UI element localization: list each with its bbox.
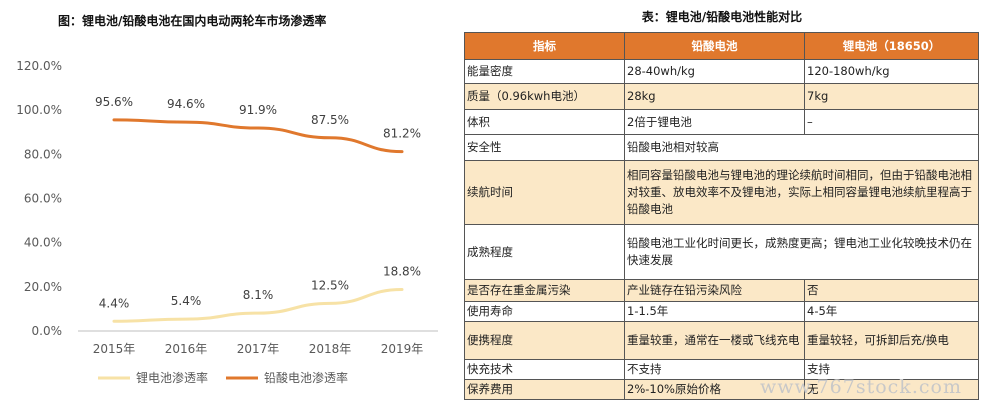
data-label: 18.8% — [383, 264, 421, 278]
row-label: 质量（0.96kwh电池） — [464, 83, 625, 110]
chart-title: 图：锂电池/铅酸电池在国内电动两轮车市场渗透率 — [58, 14, 327, 28]
lead-acid-cell: 28-40wh/kg — [624, 59, 805, 84]
y-tick-label: 80.0% — [24, 147, 62, 161]
lead-acid-cell: 不支持 — [624, 359, 805, 380]
table-row: 成熟程度 铅酸电池工业化时间更长，成熟度更高；锂电池工业化较晚技术仍在快速发展 — [464, 224, 979, 280]
series-line-lithium — [112, 287, 404, 323]
watermark: www.767stock.com — [760, 376, 962, 398]
lithium-cell: – — [804, 109, 979, 135]
merged-cell: 相同容量铅酸电池与锂电池的理论续航时间相同，但由于铅酸电池相对较重、放电效率不及… — [624, 160, 979, 225]
row-label: 便携程度 — [464, 321, 625, 360]
legend-label-lithium: 锂电池渗透率 — [136, 370, 208, 385]
y-tick-label: 20.0% — [24, 280, 62, 294]
penetration-line-chart: 0.0% 20.0% 40.0% 60.0% 80.0% 100.0% 120.0% 2015… — [16, 59, 438, 385]
x-tick-label: 2015年 — [93, 342, 136, 356]
row-label: 体积 — [464, 109, 625, 135]
row-label: 快充技术 — [464, 359, 625, 380]
chart-panel: 图：锂电池/铅酸电池在国内电动两轮车市场渗透率 0.0% 20.0% 40.0% 60… — [0, 0, 452, 419]
merged-cell: 铅酸电池相对较高 — [624, 134, 979, 161]
merged-cell: 铅酸电池工业化时间更长，成熟度更高；锂电池工业化较晚技术仍在快速发展 — [624, 224, 979, 280]
header-lithium: 锂电池（18650） — [804, 32, 979, 60]
lithium-cell: 重量较轻，可拆卸后充/换电 — [804, 321, 979, 360]
row-label: 续航时间 — [464, 160, 625, 225]
data-label: 91.9% — [239, 103, 277, 117]
table-title: 表：锂电池/铅酸电池性能对比 — [641, 10, 803, 24]
x-tick-label: 2018年 — [309, 342, 352, 356]
table-row: 是否存在重金属污染 产业链存在铅污染风险 否 — [464, 279, 979, 302]
y-tick-label: 100.0% — [16, 103, 62, 117]
row-label: 保养费用 — [464, 379, 625, 400]
legend-label-lead-acid: 铅酸电池渗透率 — [264, 370, 348, 385]
table-row: 续航时间 相同容量铅酸电池与锂电池的理论续航时间相同，但由于铅酸电池相对较重、放… — [464, 160, 979, 225]
lithium-cell: 4-5年 — [804, 301, 979, 322]
table-header-row: 指标 铅酸电池 锂电池（18650） — [464, 32, 979, 60]
lithium-cell: 7kg — [804, 83, 979, 110]
lead-acid-cell: 1-1.5年 — [624, 301, 805, 322]
table-panel: 表：锂电池/铅酸电池性能对比 指标 铅酸电池 锂电池（18650） 能量密度 2… — [462, 0, 982, 419]
data-label: 4.4% — [99, 296, 130, 310]
header-metric: 指标 — [464, 32, 625, 60]
table-row: 快充技术 不支持 支持 — [464, 359, 979, 380]
table-row: 质量（0.96kwh电池） 28kg 7kg — [464, 83, 979, 110]
row-label: 能量密度 — [464, 59, 625, 84]
row-label: 成熟程度 — [464, 224, 625, 280]
data-label: 8.1% — [243, 288, 274, 302]
row-label: 是否存在重金属污染 — [464, 279, 625, 302]
row-label: 使用寿命 — [464, 301, 625, 322]
data-label: 87.5% — [311, 113, 349, 127]
header-lead-acid: 铅酸电池 — [624, 32, 805, 60]
y-tick-label: 40.0% — [24, 236, 62, 250]
lithium-cell: 否 — [804, 279, 979, 302]
lead-acid-cell: 产业链存在铅污染风险 — [624, 279, 805, 302]
y-tick-label: 0.0% — [32, 324, 63, 338]
y-tick-label: 60.0% — [24, 192, 62, 206]
table-row: 能量密度 28-40wh/kg 120-180wh/kg — [464, 59, 979, 84]
x-tick-label: 2016年 — [165, 342, 208, 356]
data-label: 94.6% — [167, 97, 205, 111]
table-row: 体积 2倍于锂电池 – — [464, 109, 979, 135]
lead-acid-cell: 28kg — [624, 83, 805, 110]
y-tick-label: 120.0% — [16, 59, 62, 73]
x-tick-label: 2019年 — [381, 342, 424, 356]
lead-acid-cell: 2倍于锂电池 — [624, 109, 805, 135]
table-row: 使用寿命 1-1.5年 4-5年 — [464, 301, 979, 322]
row-label: 安全性 — [464, 134, 625, 161]
lithium-cell: 无 — [804, 379, 979, 400]
data-label: 81.2% — [383, 127, 421, 141]
data-label: 95.6% — [95, 95, 133, 109]
lithium-cell: 支持 — [804, 359, 979, 380]
lithium-cell: 120-180wh/kg — [804, 59, 979, 84]
lead-acid-cell: 重量较重，通常在一楼或飞线充电 — [624, 321, 805, 360]
battery-comparison-table: 指标 铅酸电池 锂电池（18650） 能量密度 28-40wh/kg 120-1… — [464, 32, 979, 400]
table-row: 便携程度 重量较重，通常在一楼或飞线充电 重量较轻，可拆卸后充/换电 — [464, 321, 979, 360]
lead-acid-cell: 2%-10%原始价格 — [624, 379, 805, 400]
data-label: 12.5% — [311, 278, 349, 292]
data-label: 5.4% — [171, 294, 202, 308]
table-row: 保养费用 2%-10%原始价格 无 — [464, 379, 979, 400]
table-row: 安全性 铅酸电池相对较高 — [464, 134, 979, 161]
x-tick-label: 2017年 — [237, 342, 280, 356]
series-line-lead-acid — [112, 118, 404, 154]
